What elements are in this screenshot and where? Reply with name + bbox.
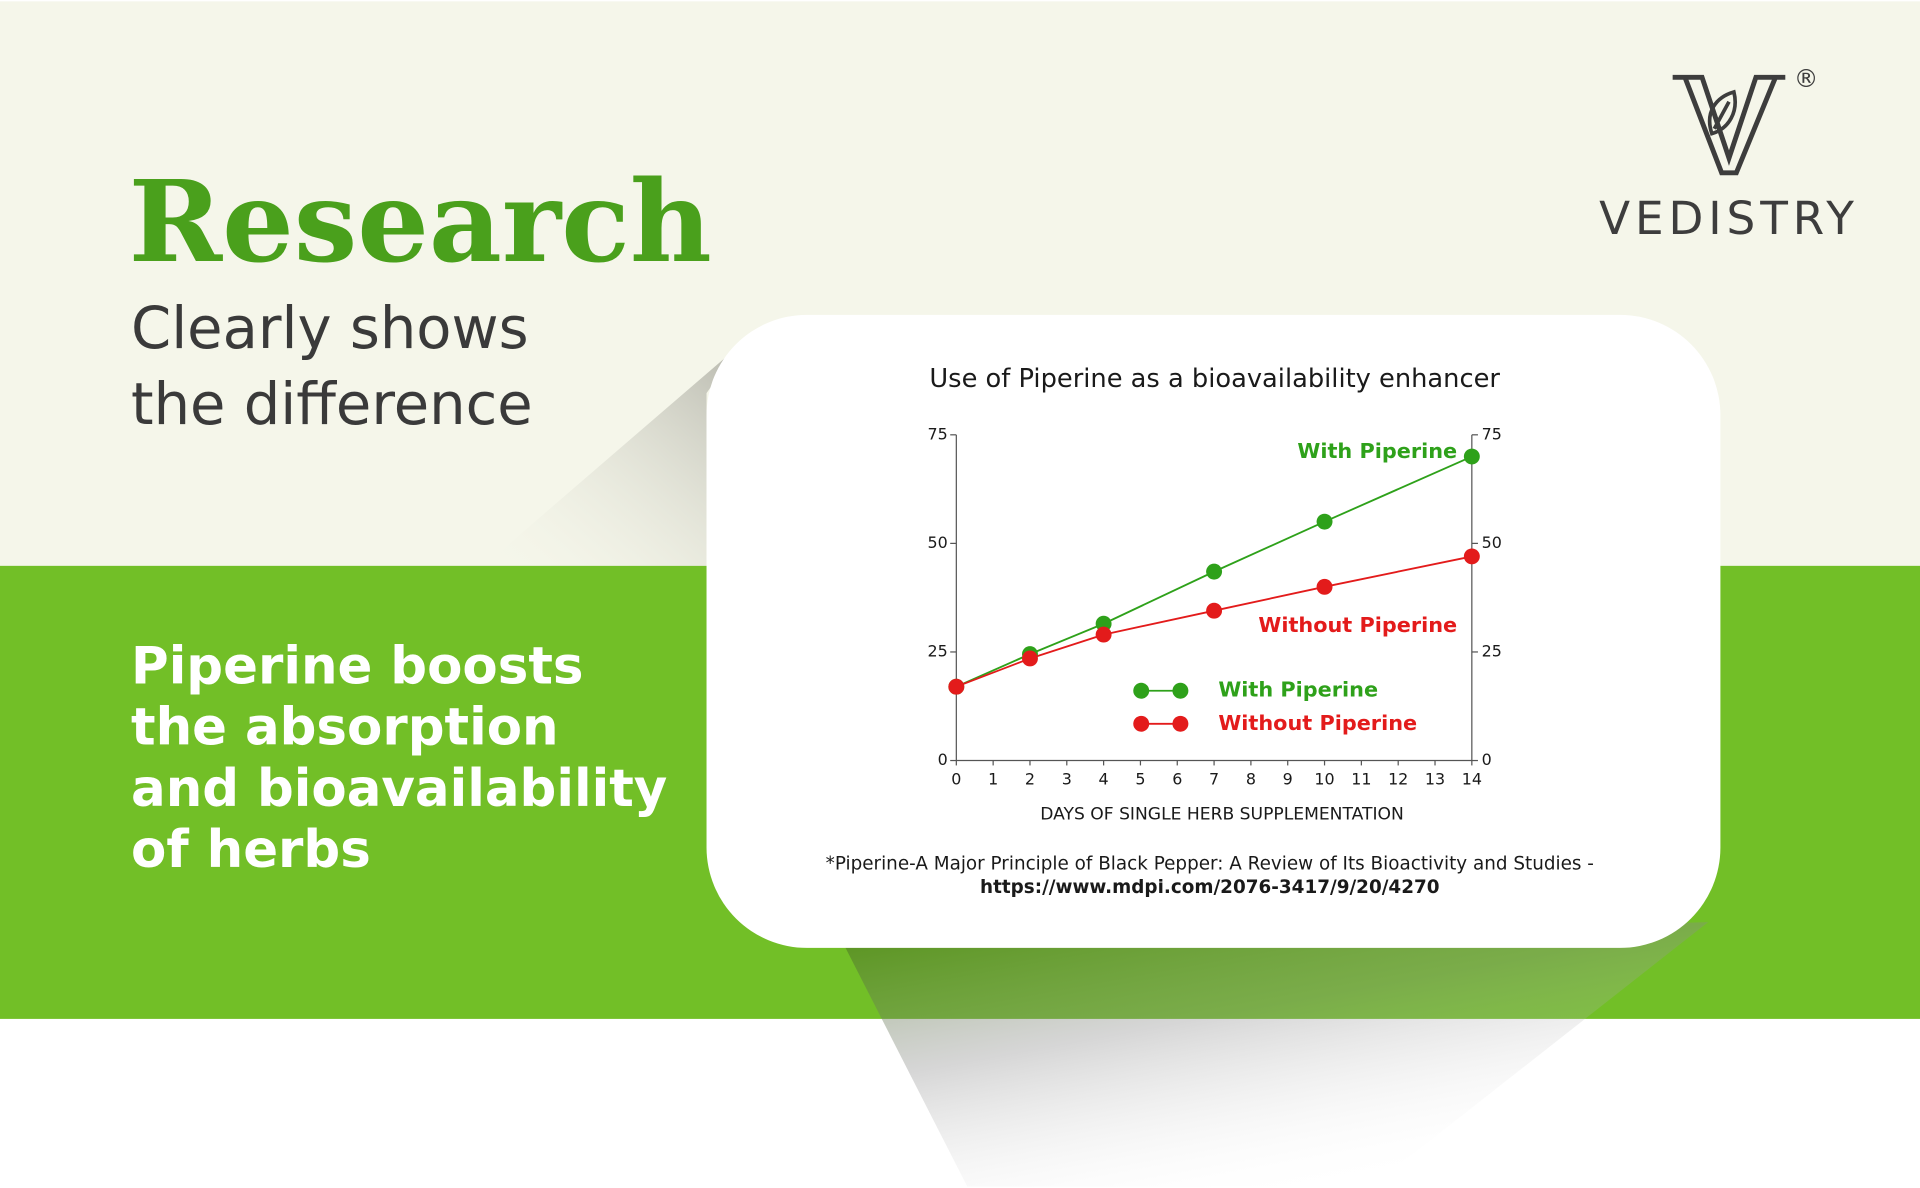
body-text: of herbs	[131, 820, 371, 880]
data-point	[1206, 602, 1223, 619]
data-point	[1316, 513, 1333, 530]
x-axis-label: DAYS OF SINGLE HERB SUPPLEMENTATION	[1040, 804, 1404, 824]
legend-marker	[1172, 715, 1189, 732]
x-tick-label: 7	[1209, 770, 1219, 789]
citation-url: https://www.mdpi.com/2076-3417/9/20/4270	[980, 877, 1440, 898]
body-text: the absorption	[131, 698, 559, 758]
heading: Research	[129, 155, 712, 288]
body-text: Piperine boosts	[131, 636, 583, 696]
subheading: Clearly shows	[131, 295, 529, 362]
body-text: and bioavailability	[131, 759, 667, 819]
x-tick-label: 2	[1025, 770, 1035, 789]
data-point	[948, 678, 965, 695]
x-tick-label: 5	[1135, 770, 1145, 789]
y2-tick-label: 25	[1482, 641, 1502, 660]
x-tick-label: 13	[1425, 770, 1445, 789]
x-tick-label: 14	[1462, 770, 1482, 789]
series-line	[955, 455, 1473, 688]
y-tick-label: 0	[938, 750, 948, 769]
x-tick-label: 12	[1388, 770, 1408, 789]
legend-marker	[1133, 682, 1150, 699]
series-annotation: With Piperine	[1297, 439, 1457, 463]
legend-label: With Piperine	[1218, 678, 1378, 702]
citation: *Piperine-A Major Principle of Black Pep…	[826, 854, 1594, 875]
y-tick-label: 75	[928, 424, 948, 443]
logo-mark	[1672, 74, 1786, 176]
legend-marker	[1133, 715, 1150, 732]
subheading: the difference	[131, 371, 533, 438]
logo-leaf	[1707, 89, 1737, 136]
series-annotation: Without Piperine	[1258, 613, 1457, 637]
data-point	[1316, 578, 1333, 595]
x-tick-label: 0	[951, 770, 961, 789]
chart-title: Use of Piperine as a bioavailability enh…	[929, 364, 1500, 394]
x-tick-label: 4	[1099, 770, 1109, 789]
x-tick-label: 1	[988, 770, 998, 789]
logo: VEDISTRY ®	[1599, 64, 1859, 245]
shadow	[844, 922, 1709, 1187]
registered-mark: ®	[1794, 64, 1818, 93]
legend-marker	[1172, 682, 1189, 699]
x-tick-label: 11	[1351, 770, 1371, 789]
data-point	[1206, 563, 1223, 580]
y-tick-label: 25	[928, 641, 948, 660]
y2-tick-label: 50	[1482, 533, 1502, 552]
data-point	[1463, 548, 1480, 565]
series-line	[955, 555, 1473, 688]
data-point	[1095, 626, 1112, 643]
legend-label: Without Piperine	[1218, 711, 1417, 735]
data-point	[1463, 448, 1480, 465]
x-tick-label: 10	[1314, 770, 1334, 789]
x-tick-label: 9	[1283, 770, 1293, 789]
data-point	[1022, 650, 1038, 667]
y2-tick-label: 0	[1482, 750, 1492, 769]
x-tick-label: 6	[1172, 770, 1182, 789]
y2-tick-label: 75	[1482, 424, 1502, 443]
chart-card	[706, 314, 1721, 948]
y-tick-label: 50	[928, 533, 948, 552]
x-tick-label: 3	[1062, 770, 1072, 789]
brand-name: VEDISTRY	[1599, 192, 1859, 245]
x-tick-label: 8	[1246, 770, 1256, 789]
